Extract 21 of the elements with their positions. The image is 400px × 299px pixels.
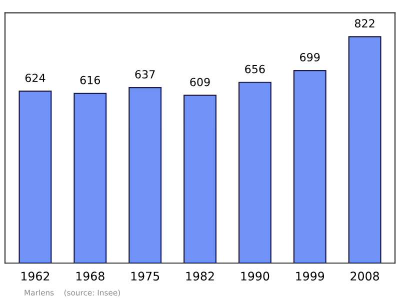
bar bbox=[184, 94, 216, 264]
bar bbox=[238, 82, 272, 264]
data-label: 822 bbox=[354, 19, 374, 28]
x-tick-label: 2008 bbox=[350, 272, 380, 281]
x-tick-label: 1990 bbox=[241, 272, 270, 281]
x-tick-label: 1962 bbox=[21, 272, 50, 281]
data-label: 637 bbox=[135, 70, 155, 79]
bar bbox=[293, 70, 326, 264]
x-tick-label: 1975 bbox=[131, 272, 160, 281]
x-tick-label: 1982 bbox=[186, 272, 214, 281]
x-tick-label: 1968 bbox=[76, 272, 104, 281]
data-label: 609 bbox=[190, 78, 210, 86]
x-tick-label: 1999 bbox=[296, 272, 324, 281]
data-label: 699 bbox=[300, 53, 320, 62]
data-label: 616 bbox=[80, 76, 100, 84]
data-label: 656 bbox=[245, 64, 265, 74]
bar bbox=[128, 87, 162, 264]
data-label: 624 bbox=[25, 74, 46, 82]
bar bbox=[74, 92, 107, 264]
bar bbox=[348, 36, 382, 264]
bar bbox=[18, 90, 52, 264]
